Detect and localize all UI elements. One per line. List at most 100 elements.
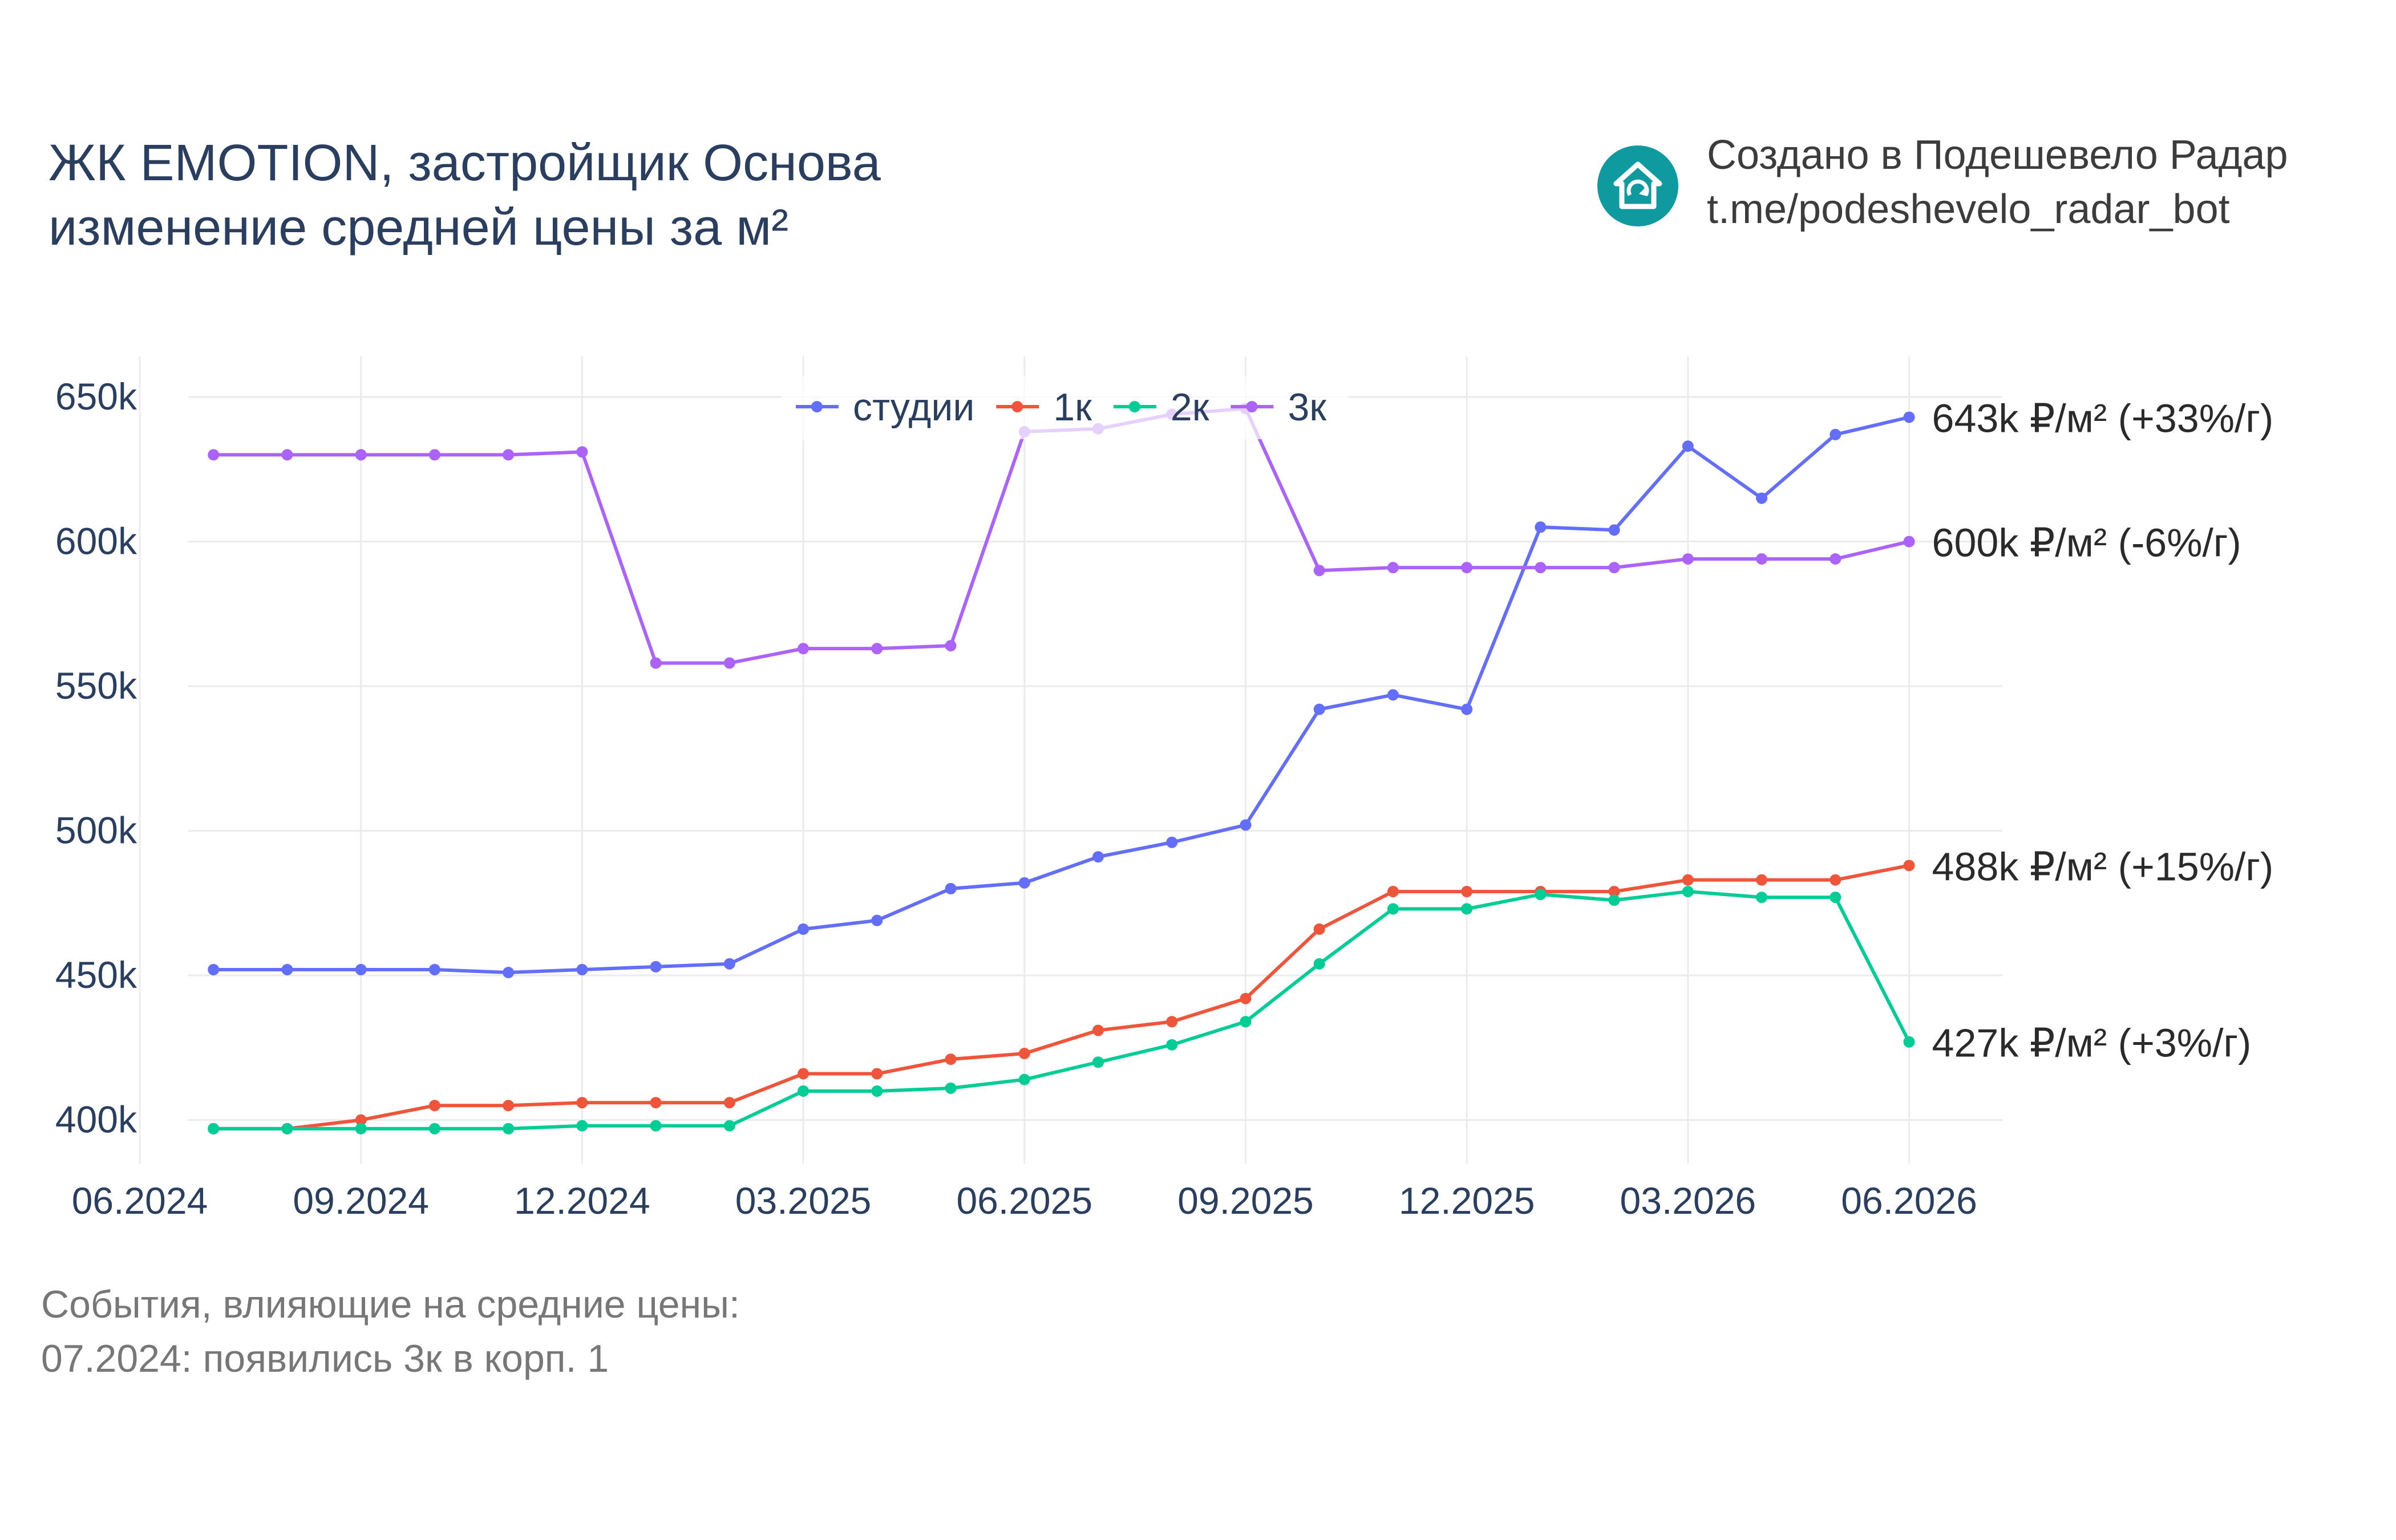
x-tick-label: 03.2026 [1620, 1180, 1756, 1222]
x-axis-ticks: 06.2024 09.2024 12.2024 03.2025 06.2025 09.20… [72, 1180, 1977, 1222]
data-point [1313, 958, 1325, 970]
data-point [1387, 886, 1399, 898]
data-point [1830, 428, 1841, 440]
data-point [1608, 894, 1620, 906]
data-point [1756, 553, 1768, 565]
data-point [1461, 703, 1473, 715]
data-point [798, 1085, 810, 1097]
data-point [1461, 886, 1473, 898]
brand-line-1: Создано в Подешевело Радар [1707, 132, 2288, 178]
data-point [1092, 851, 1104, 863]
data-point [1387, 689, 1399, 701]
data-point [723, 657, 735, 669]
legend-item-2к[interactable]: 2к [1113, 386, 1210, 429]
series-line-3к [213, 407, 1910, 665]
brand-text: Создано в Подешевело Радар t.me/podeshev… [1707, 128, 2288, 237]
data-point [576, 1097, 588, 1109]
data-point [1387, 903, 1399, 915]
house-refresh-icon [1597, 145, 1678, 226]
data-point [1240, 992, 1252, 1004]
data-point [1240, 1016, 1252, 1028]
data-point [1313, 703, 1325, 715]
data-point [503, 449, 515, 461]
data-point [1535, 562, 1547, 574]
data-point [1756, 874, 1768, 886]
brand-line-2[interactable]: t.me/podeshevelo_radar_bot [1707, 187, 2230, 233]
series-line-2к [213, 890, 1911, 1130]
events-block: События, влияющие на средние цены: 07.20… [41, 1278, 740, 1386]
data-point [428, 963, 440, 975]
brand-block[interactable]: Создано в Подешевело Радар t.me/podeshev… [1597, 132, 2288, 237]
data-point [1682, 874, 1694, 886]
data-point [1682, 440, 1694, 452]
data-point [723, 1120, 735, 1132]
series-line-1к [213, 864, 1910, 1130]
chart-title-line-1: ЖК EMOTION, застройщик Основа [48, 135, 881, 192]
y-tick-label: 550k [55, 664, 137, 707]
data-point [208, 449, 220, 461]
data-point [1756, 492, 1768, 504]
chart-legend: студии 1к 2к 3к [782, 376, 1349, 439]
data-point [650, 1120, 662, 1132]
data-point [1830, 553, 1841, 565]
data-point [281, 449, 293, 461]
data-point [871, 1085, 883, 1097]
data-point [1682, 553, 1694, 565]
data-point [798, 1068, 810, 1080]
legend-item-1к[interactable]: 1к [996, 386, 1092, 429]
data-point [945, 883, 957, 895]
data-point [428, 449, 440, 461]
x-tick-label: 03.2025 [735, 1180, 872, 1222]
data-point [1903, 411, 1915, 423]
data-point [1535, 521, 1547, 533]
data-point [871, 643, 883, 655]
series-line-студии [213, 415, 1910, 975]
data-point [798, 643, 810, 655]
data-point [1756, 891, 1768, 903]
x-tick-label: 12.2024 [514, 1180, 650, 1222]
data-point [503, 967, 515, 979]
chart-title: ЖК EMOTION, застройщик Основа изменение … [48, 131, 881, 260]
data-point [355, 1114, 367, 1126]
data-point [1313, 565, 1325, 577]
data-point [945, 1082, 957, 1094]
data-point [1535, 889, 1547, 901]
data-point [1313, 923, 1325, 935]
data-point [945, 1053, 957, 1065]
data-point [503, 1122, 515, 1134]
end-label: 600k ₽/м² (-6%/г) [1932, 521, 2241, 565]
data-point [1830, 874, 1841, 886]
y-axis-ticks: 400k 450k 500k 550k 600k 650k [55, 375, 137, 1141]
data-point [723, 958, 735, 970]
data-point [1166, 836, 1178, 848]
legend-swatch-marker [811, 401, 823, 412]
data-point [871, 1068, 883, 1080]
data-point [1018, 1073, 1030, 1085]
end-labels: 643k ₽/м² (+33%/г) 488k ₽/м² (+15%/г) 427k… [1932, 396, 2274, 1065]
data-point [1092, 1024, 1104, 1036]
data-point [1461, 903, 1473, 915]
data-point [1018, 1048, 1030, 1060]
data-point [576, 446, 588, 458]
data-point [1166, 1016, 1178, 1028]
y-tick-label: 600k [55, 520, 137, 562]
legend-item-студии[interactable]: студии [796, 386, 974, 429]
legend-swatch-marker [1246, 401, 1258, 412]
legend-label: студии [853, 386, 974, 429]
data-point [1608, 886, 1620, 898]
chart-series [208, 403, 1915, 1134]
data-point [428, 1100, 440, 1112]
x-tick-label: 06.2024 [72, 1180, 208, 1222]
data-point [355, 449, 367, 461]
end-label: 643k ₽/м² (+33%/г) [1932, 396, 2274, 440]
data-point [281, 963, 293, 975]
x-tick-label: 09.2025 [1177, 1180, 1314, 1222]
data-point [723, 1097, 735, 1109]
legend-swatch-marker [1128, 401, 1140, 412]
data-point [1903, 536, 1915, 548]
legend-item-3к[interactable]: 3к [1231, 386, 1327, 429]
data-point [1903, 860, 1915, 872]
data-point [208, 1122, 220, 1134]
data-point [503, 1100, 515, 1112]
